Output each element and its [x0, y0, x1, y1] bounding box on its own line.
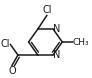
Text: N: N	[53, 50, 60, 60]
Text: O: O	[8, 66, 16, 76]
Text: Cl: Cl	[42, 5, 52, 15]
Text: CH₃: CH₃	[73, 38, 90, 46]
Text: N: N	[53, 24, 60, 34]
Text: Cl: Cl	[1, 39, 10, 49]
